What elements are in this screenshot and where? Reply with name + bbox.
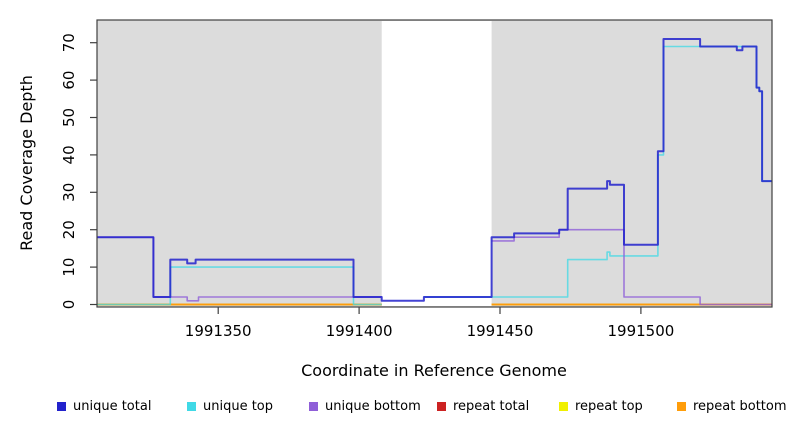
legend-swatch-icon [437,401,446,411]
legend-swatch-icon [309,401,318,411]
y-tick-label: 40 [60,145,78,164]
y-tick-label: 60 [60,71,78,90]
legend-item-repeat-total: repeat total [437,398,529,414]
y-tick-label: 0 [60,300,78,310]
legend-label: repeat total [453,398,530,414]
x-tick-label: 1991450 [467,322,534,340]
legend-item-repeat-bottom: repeat bottom [677,398,787,414]
x-tick-label: 1991500 [607,322,674,340]
x-tick-label: 1991350 [185,322,252,340]
x-axis-title: Coordinate in Reference Genome [301,361,567,380]
mask-region [381,21,492,306]
legend-item-unique-top: unique top [187,398,273,414]
legend-item-unique-bottom: unique bottom [309,398,421,414]
legend-label: unique top [203,398,274,414]
series-unique-total [97,38,772,302]
plot-border [96,19,773,308]
legend-label: repeat top [575,398,643,414]
legend-item-repeat-top: repeat top [559,398,643,414]
legend-item-unique-total: unique total [57,398,151,414]
legend-swatch-icon [57,401,66,411]
x-tick-label: 1991400 [326,322,393,340]
legend-label: repeat bottom [693,398,787,414]
legend-swatch-icon [187,401,196,411]
legend-swatch-icon [559,401,568,411]
y-tick-label: 70 [60,33,78,52]
legend-label: unique total [73,398,152,414]
legend-label: unique bottom [325,398,421,414]
y-tick-label: 30 [60,183,78,202]
y-tick-label: 10 [60,258,78,277]
y-tick-label: 20 [60,220,78,239]
legend-swatch-icon [677,401,686,411]
y-tick-label: 50 [60,108,78,127]
